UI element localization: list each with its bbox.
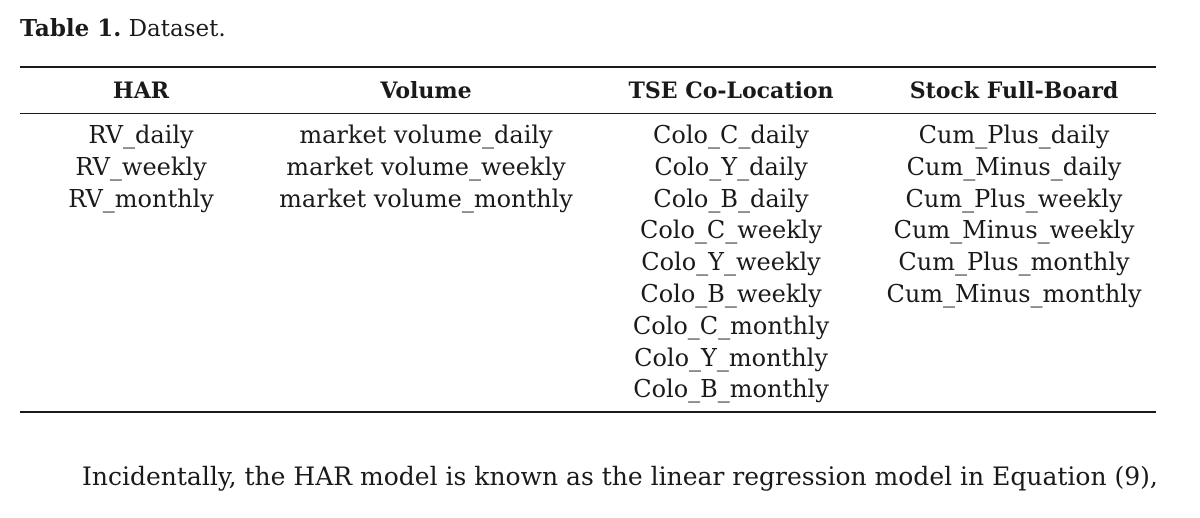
body-paragraph: Incidentally, the HAR model is known as … [82, 462, 1158, 491]
table-cell: Colo_C_weekly [639, 216, 823, 245]
table-cell: Colo_Y_monthly [634, 343, 828, 372]
table-cell: market volume_weekly [286, 152, 566, 181]
column-tse-co-location: Colo_C_daily Colo_Y_daily Colo_B_daily C… [633, 120, 829, 406]
table-header-rule [20, 113, 1156, 114]
table-cell: Cum_Plus_daily [918, 121, 1110, 149]
table-cell: Colo_Y_weekly [641, 248, 821, 277]
header-har: HAR [112, 78, 170, 104]
header-stock-full-board: Stock Full-Board [909, 78, 1119, 104]
table-cell: Colo_C_daily [653, 121, 809, 149]
table-cell: Colo_B_daily [653, 184, 809, 213]
column-volume: market volume_daily market volume_weekly… [279, 120, 573, 215]
column-har: RV_daily RV_weekly RV_monthly [68, 120, 214, 215]
table-cell: market volume_monthly [279, 184, 573, 213]
table-cell: market volume_daily [299, 121, 553, 149]
table-cell: Cum_Minus_weekly [893, 216, 1135, 245]
column-stock-full-board: Cum_Plus_daily Cum_Minus_daily Cum_Plus_… [886, 120, 1141, 311]
table-cell: RV_daily [88, 121, 194, 149]
table-cell: Cum_Minus_daily [906, 152, 1122, 181]
table-caption-label: Table 1. [20, 15, 122, 42]
table-cell: Cum_Plus_monthly [898, 248, 1130, 277]
table-top-rule [20, 66, 1156, 68]
header-tse-co-location: TSE Co-Location [628, 78, 834, 104]
table-cell: Cum_Minus_monthly [886, 279, 1142, 308]
table-cell: Colo_B_monthly [633, 375, 829, 404]
table-bottom-rule [20, 411, 1156, 413]
table-cell: RV_weekly [75, 152, 207, 181]
table-cell: RV_monthly [68, 184, 214, 213]
table-caption: Table 1. Dataset. [20, 14, 226, 44]
table-cell: Colo_C_monthly [632, 311, 830, 340]
table-header-row: HAR Volume TSE Co-Location Stock Full-Bo… [20, 74, 1156, 108]
header-volume: Volume [380, 78, 472, 104]
table-caption-text: Dataset. [128, 16, 226, 42]
table-cell: Colo_B_weekly [640, 279, 822, 308]
table-cell: Cum_Plus_weekly [905, 184, 1123, 213]
table-cell: Colo_Y_daily [654, 152, 808, 181]
